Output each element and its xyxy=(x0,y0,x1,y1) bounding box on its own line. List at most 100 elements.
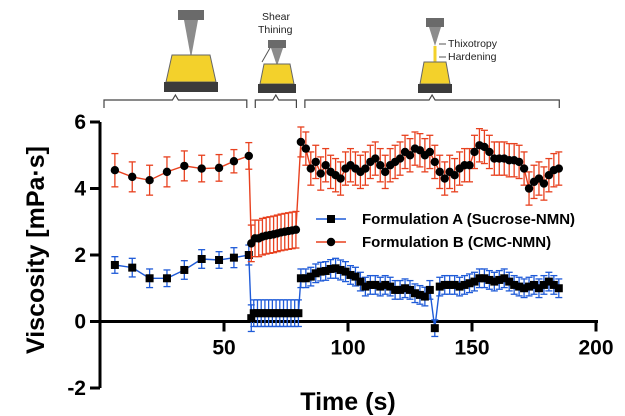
data-point xyxy=(554,164,563,173)
phase-2-label-line-2: Thining xyxy=(258,24,293,36)
data-point xyxy=(381,167,390,177)
phase-2-label-line-1: Shear xyxy=(262,11,291,23)
data-point xyxy=(301,144,311,153)
phase-bracket-2 xyxy=(254,93,297,108)
x-tick-label: 100 xyxy=(330,337,365,360)
phase-3-label-line-1: Thixotropy xyxy=(448,38,498,50)
x-tick-label: 50 xyxy=(212,337,235,360)
data-point xyxy=(110,166,120,175)
y-tick-label: 4 xyxy=(74,178,86,201)
y-tick-label: -2 xyxy=(67,377,86,400)
data-point xyxy=(450,171,459,180)
data-point xyxy=(306,272,315,281)
data-point xyxy=(296,274,305,283)
syringe-vial-phase-3-icon xyxy=(418,18,452,93)
data-point xyxy=(346,270,355,279)
data-point xyxy=(361,164,370,173)
data-point xyxy=(420,292,429,301)
data-point xyxy=(549,280,558,289)
data-point xyxy=(500,274,509,283)
data-point xyxy=(485,275,494,284)
data-point xyxy=(450,280,459,289)
data-point xyxy=(311,269,320,278)
data-point xyxy=(351,272,360,281)
x-axis-title: Time (s) xyxy=(300,388,395,416)
data-point xyxy=(145,274,154,283)
y-tick-label: 6 xyxy=(74,111,86,134)
data-point xyxy=(430,324,439,333)
data-point xyxy=(455,282,464,291)
data-point xyxy=(128,172,137,182)
data-point xyxy=(214,163,224,173)
data-point xyxy=(410,289,419,298)
syringe-vial-phase-2-icon xyxy=(258,40,296,93)
legend-label: Formulation A (Sucrose-NMN) xyxy=(362,211,575,228)
data-point xyxy=(366,280,375,289)
axis-titles: Time (s) Viscosity [mPa·s] xyxy=(22,146,396,416)
data-point xyxy=(331,264,340,273)
data-point xyxy=(311,157,320,167)
data-point xyxy=(425,147,435,157)
data-point xyxy=(291,225,301,234)
data-point xyxy=(470,277,479,286)
legend-entry-2: Formulation B (CMC-NMN) xyxy=(316,234,551,251)
data-point xyxy=(316,169,325,178)
data-point xyxy=(301,274,310,283)
data-point xyxy=(415,290,424,299)
data-series xyxy=(110,126,563,338)
legend-label: Formulation B (CMC-NMN) xyxy=(362,234,551,251)
data-point xyxy=(162,274,171,283)
data-point xyxy=(505,277,514,286)
y-tick-label: 2 xyxy=(74,244,86,267)
data-point xyxy=(445,280,454,289)
data-point xyxy=(229,253,238,262)
y-tick-label: 0 xyxy=(74,311,86,334)
data-point xyxy=(162,167,172,177)
phase-illustrations xyxy=(164,10,452,93)
data-point xyxy=(460,280,469,289)
data-point xyxy=(197,254,206,263)
data-point xyxy=(405,151,415,160)
data-point xyxy=(296,137,306,147)
data-point xyxy=(435,167,444,177)
data-point xyxy=(539,280,548,289)
legend-marker xyxy=(326,237,336,247)
data-point xyxy=(321,161,330,170)
data-point xyxy=(440,280,449,289)
x-tick-label: 150 xyxy=(454,337,489,360)
phase-bracket-3 xyxy=(304,93,560,108)
x-tick-label: 200 xyxy=(578,337,613,360)
data-point xyxy=(520,284,529,293)
legend-marker xyxy=(327,215,335,223)
data-point xyxy=(336,265,345,274)
series-1 xyxy=(110,244,563,338)
data-point xyxy=(197,164,206,173)
data-point xyxy=(180,265,189,274)
series-2 xyxy=(110,126,563,263)
data-point xyxy=(145,175,154,185)
data-point xyxy=(244,251,253,259)
data-point xyxy=(396,285,405,294)
data-point xyxy=(534,284,543,293)
data-point xyxy=(391,285,400,294)
data-point xyxy=(306,164,315,173)
data-point xyxy=(316,267,325,276)
data-point xyxy=(247,314,256,323)
data-point xyxy=(406,285,414,294)
data-point xyxy=(425,285,434,294)
data-point xyxy=(510,280,519,289)
data-point xyxy=(485,147,494,157)
data-point xyxy=(554,284,563,293)
data-point xyxy=(465,279,474,288)
data-point xyxy=(544,277,553,286)
data-point xyxy=(336,174,345,183)
data-point xyxy=(539,179,549,188)
data-point xyxy=(470,147,479,157)
data-point xyxy=(465,161,474,170)
data-point xyxy=(215,255,224,264)
data-point xyxy=(326,264,335,273)
data-point xyxy=(371,280,380,289)
